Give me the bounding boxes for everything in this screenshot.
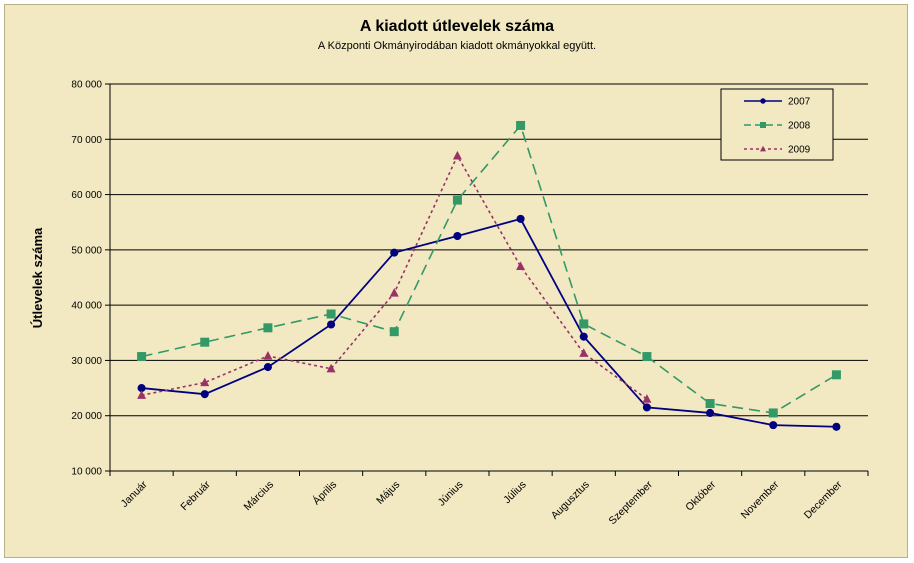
data-point (200, 337, 210, 347)
data-point (768, 408, 778, 418)
data-point (642, 352, 652, 362)
data-point (760, 122, 766, 128)
series-lines (137, 120, 841, 431)
data-point (327, 320, 336, 329)
data-point (516, 120, 526, 130)
legend-label: 2009 (788, 145, 811, 156)
y-tick-labels: 10 000 20 000 30 000 40 000 50 000 60 000 70 0… (71, 80, 102, 478)
x-tick-label: Október (683, 478, 718, 513)
legend: 2007 2008 2009 (720, 88, 834, 161)
y-tick-label: 60 000 (71, 190, 102, 201)
y-tick-label: 10 000 (71, 467, 102, 478)
x-tick-label: Június (436, 479, 466, 509)
x-tick-label: Április (310, 478, 339, 507)
legend-label: 2007 (788, 97, 811, 108)
data-point (263, 363, 272, 372)
x-tick-label: Szeptember (607, 478, 656, 527)
data-point (263, 323, 273, 333)
data-point (579, 332, 588, 341)
x-tick-label: November (739, 478, 782, 521)
series-line (141, 217, 837, 428)
data-point (579, 319, 589, 329)
y-axis-label: Útlevelek száma (30, 227, 45, 328)
data-point (137, 384, 146, 393)
y-tick-label: 20 000 (71, 411, 102, 422)
data-point (831, 370, 841, 380)
y-tick-label: 50 000 (71, 245, 102, 256)
data-point (452, 150, 462, 160)
y-tick-label: 30 000 (71, 356, 102, 367)
data-point (760, 145, 766, 152)
y-tick-label: 80 000 (71, 80, 102, 91)
chart-title: A kiadott útlevelek száma (360, 18, 554, 35)
data-point (137, 390, 147, 399)
data-point (390, 248, 399, 257)
data-point (642, 394, 652, 403)
data-point (706, 408, 715, 418)
data-point (452, 195, 462, 205)
series-2008 (137, 120, 841, 418)
data-point (389, 288, 399, 297)
data-point (200, 377, 210, 387)
series-line (141, 154, 648, 400)
x-tick-label: Március (242, 479, 276, 513)
data-point (263, 351, 273, 360)
x-tick-labels: Január Február Március Április Május Június Jú… (119, 478, 845, 527)
data-point (760, 98, 766, 104)
x-tick-label: Augusztus (549, 479, 592, 522)
data-point (516, 214, 525, 223)
y-tick-label: 70 000 (71, 135, 102, 146)
data-point (769, 421, 778, 430)
data-point (326, 363, 336, 373)
x-tick-label: Július (501, 479, 528, 506)
data-point (137, 352, 147, 362)
data-point (389, 327, 399, 337)
data-point (832, 422, 841, 431)
data-point (326, 309, 336, 319)
x-tick-label: Január (119, 478, 151, 510)
legend-label: 2008 (788, 121, 811, 132)
series-2007 (137, 214, 841, 431)
series-line (141, 123, 837, 414)
series-2009 (137, 150, 652, 403)
data-point (200, 390, 209, 399)
x-tick-label: Február (178, 478, 213, 513)
data-point (642, 403, 651, 412)
data-point (705, 399, 715, 409)
y-tick-label: 40 000 (71, 301, 102, 312)
x-tick-label: December (802, 478, 845, 521)
data-point (453, 231, 462, 241)
chart-subtitle: A Központi Okmányirodában kiadott okmány… (318, 40, 596, 52)
x-tick-label: Május (374, 479, 402, 507)
data-point (516, 261, 526, 271)
axes (105, 83, 869, 476)
data-point (579, 348, 589, 357)
